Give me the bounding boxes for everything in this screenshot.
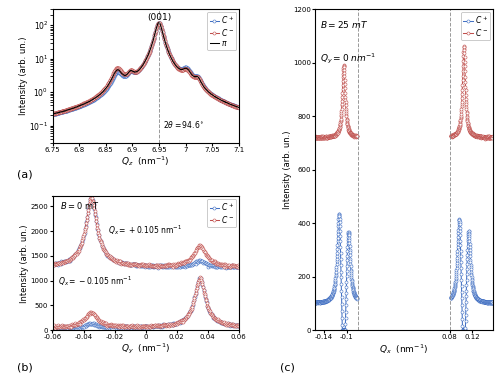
Y-axis label: Intensity (arb. un.): Intensity (arb. un.): [282, 131, 292, 209]
$\pi$: [160, 30, 166, 34]
$C^+$: [336, 212, 342, 217]
$C^+$: [332, 279, 338, 283]
$C^+$: [336, 212, 342, 216]
Text: (c): (c): [280, 362, 294, 372]
X-axis label: $Q_z$  (nm$^{-1}$): $Q_z$ (nm$^{-1}$): [122, 154, 170, 169]
$\pi$: [82, 101, 88, 106]
Line: $C^+$: $C^+$: [51, 21, 240, 116]
$C^-$: [347, 131, 353, 135]
$C^-$: [338, 114, 344, 119]
$C^+$: [160, 31, 166, 36]
$C^+$: [155, 266, 161, 270]
Text: (001): (001): [148, 13, 172, 22]
$C^-$: [88, 195, 94, 199]
$C^-$: [160, 30, 166, 34]
Line: $C^+$: $C^+$: [51, 196, 240, 269]
$C^-$: [160, 263, 166, 268]
$C^-$: [100, 245, 105, 250]
$C^-$: [236, 263, 242, 268]
Line: $C^+$: $C^+$: [314, 213, 358, 332]
$C^-$: [50, 262, 56, 266]
$C^-$: [136, 263, 142, 267]
Y-axis label: Intensity (arb. un.): Intensity (arb. un.): [20, 224, 29, 303]
Text: (a): (a): [17, 170, 32, 180]
$C^-$: [229, 263, 235, 267]
Text: $2\theta = 94.6^\circ$: $2\theta = 94.6^\circ$: [164, 119, 205, 129]
$C^+$: [100, 245, 105, 249]
$C^+$: [318, 300, 324, 304]
$C^+$: [156, 21, 162, 25]
$C^+$: [354, 296, 360, 301]
$\pi$: [190, 73, 196, 78]
Line: $C^-$: $C^-$: [51, 195, 240, 269]
$C^+$: [347, 250, 353, 255]
$C^-$: [236, 105, 242, 110]
$C^-$: [336, 127, 342, 131]
Legend: $C^+$, $C^-$: $C^+$, $C^-$: [461, 12, 490, 40]
Line: $C^-$: $C^-$: [314, 63, 358, 140]
X-axis label: $Q_x$  (nm$^{-1}$): $Q_x$ (nm$^{-1}$): [379, 342, 428, 355]
Text: $Q_x = +0.105$ nm$^{-1}$: $Q_x = +0.105$ nm$^{-1}$: [108, 223, 182, 237]
$C^+$: [340, 328, 345, 332]
$C^+$: [50, 261, 56, 266]
$C^-$: [190, 74, 196, 79]
$\pi$: [134, 69, 140, 74]
Text: (b): (b): [17, 362, 33, 372]
Line: $C^-$: $C^-$: [51, 21, 240, 115]
Text: $B = 0$ mT: $B = 0$ mT: [60, 200, 99, 211]
Legend: $C^+$, $C^-$, $\pi$: $C^+$, $C^-$, $\pi$: [208, 12, 236, 50]
$\pi$: [50, 112, 56, 116]
$C^-$: [174, 65, 180, 69]
$C^-$: [347, 131, 353, 135]
$C^+$: [50, 112, 56, 117]
$\pi$: [156, 20, 162, 25]
$C^+$: [98, 93, 103, 97]
$\pi$: [98, 92, 103, 96]
$C^-$: [234, 264, 240, 269]
$C^+$: [312, 301, 318, 305]
$C^-$: [340, 63, 346, 67]
$C^+$: [234, 265, 240, 270]
$C^-$: [318, 136, 324, 140]
$C^+$: [160, 264, 166, 268]
$C^-$: [134, 69, 140, 74]
$C^+$: [88, 195, 94, 200]
Legend: $C^+$, $C^-$: $C^+$, $C^-$: [208, 199, 236, 227]
$C^-$: [332, 133, 338, 138]
Text: $Q_x = -0.105$ nm$^{-1}$: $Q_x = -0.105$ nm$^{-1}$: [58, 274, 132, 288]
$\pi$: [174, 65, 180, 69]
X-axis label: $Q_y$  (nm$^{-1}$): $Q_y$ (nm$^{-1}$): [121, 342, 170, 356]
$C^-$: [82, 101, 88, 105]
$C^+$: [236, 264, 242, 269]
Y-axis label: Intensity (arb. un.): Intensity (arb. un.): [19, 37, 28, 115]
$C^-$: [98, 91, 103, 95]
Text: $Q_y = 0$ nm$^{-1}$: $Q_y = 0$ nm$^{-1}$: [320, 51, 376, 66]
$C^+$: [136, 263, 142, 267]
$C^+$: [347, 257, 353, 261]
$C^+$: [190, 73, 196, 78]
$C^+$: [150, 263, 156, 267]
$C^-$: [312, 136, 318, 141]
$C^+$: [134, 69, 140, 73]
$C^+$: [236, 105, 242, 110]
$C^+$: [83, 101, 89, 106]
$C^-$: [354, 134, 360, 139]
$\pi$: [236, 105, 242, 110]
$C^-$: [156, 21, 162, 25]
Line: $\pi$: $\pi$: [52, 22, 239, 114]
$C^-$: [312, 135, 318, 140]
Text: $B = 25$ mT: $B = 25$ mT: [320, 19, 369, 30]
$C^+$: [50, 112, 56, 116]
$C^+$: [174, 65, 180, 70]
$C^-$: [50, 112, 56, 116]
$C^-$: [150, 264, 156, 268]
$C^-$: [154, 265, 160, 270]
$C^+$: [338, 270, 344, 274]
$C^+$: [229, 264, 235, 269]
